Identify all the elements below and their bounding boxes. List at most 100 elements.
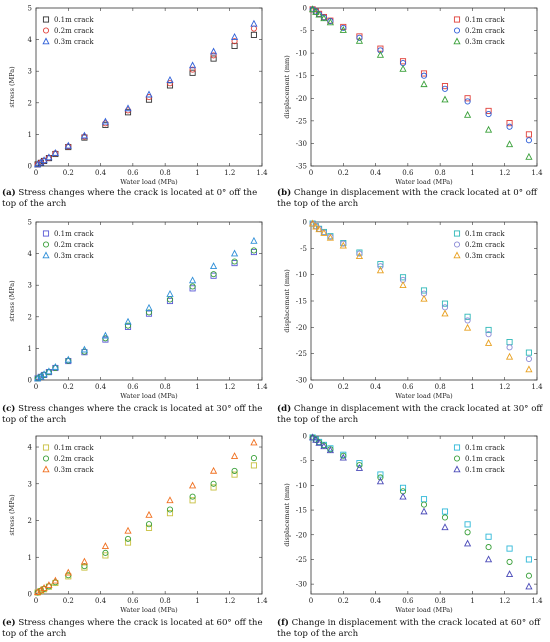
legend-label-1: 0.1m crack [465,16,505,24]
data-point-series-3 [101,542,110,550]
legend-marker-3 [453,37,461,45]
data-point-series-3 [505,570,514,578]
data-point-series-1 [464,313,471,320]
legend-label-3: 0.3m crack [465,252,505,260]
legend-label-1: 0.1m crack [54,16,94,24]
data-point-series-3 [355,252,364,260]
data-point-series-3 [37,586,45,594]
data-point-series-3 [420,294,428,302]
data-point-series-3 [209,262,218,270]
data-point-series-3 [312,222,320,230]
data-point-series-1 [124,539,132,546]
x-tick-label: 0.4 [95,597,107,605]
y-tick-label: -30 [296,377,307,385]
data-point-series-2 [464,317,471,324]
x-tick-label: 1 [195,169,199,177]
x-tick-label: 0.4 [370,597,382,605]
x-axis-label: Water load (MPa) [120,178,178,186]
data-point-series-1 [420,287,428,294]
data-point-series-1 [189,285,196,292]
y-tick-label: 3 [28,480,32,488]
y-tick-label: -25 [296,556,307,564]
data-point-series-1 [399,484,407,491]
x-tick-label: 0.4 [370,383,382,391]
y-tick-label: -10 [296,50,307,58]
data-point-series-1 [506,339,513,346]
y-tick-label: -15 [296,72,307,80]
data-point-series-3 [64,141,72,149]
data-point-series-1 [485,533,492,540]
chart-c: 0 0.2 0.4 0.6 0.8 1 1.2 1.4 0 1 2 3 4 5 Water load (MP… [8,219,268,401]
caption-d: (d) Change in displacement with the crac… [277,404,549,425]
data-point-series-2 [506,558,513,565]
x-tick-label: 0.2 [63,597,74,605]
data-point-series-3 [420,80,428,88]
data-point-series-2 [65,143,72,150]
legend-label-1: 0.1m crack [465,444,505,452]
chart-panel-d: 0 0.2 0.4 0.6 0.8 1 1.2 1.4 0 -5 -10 -15 -20 -25 -30 Wa… [275,214,550,428]
legend-marker-2 [453,241,461,248]
x-tick-label: 0.6 [402,383,414,391]
data-point-series-3 [315,10,323,18]
legend-label-2: 0.2m crack [465,241,505,249]
caption-b: (b) Change in displacement with the crac… [277,188,549,209]
legend-marker-2 [42,27,50,34]
x-tick-label: 0.6 [127,169,139,177]
data-point-series-2 [166,80,174,87]
data-point-series-3 [376,477,385,485]
legend-marker-1 [42,444,50,451]
y-tick-label: -10 [296,271,307,279]
x-tick-label: 0.2 [338,169,349,177]
data-point-series-3 [145,510,153,518]
data-point-series-3 [315,225,323,233]
caption-b-letter: (b) [277,188,292,198]
data-point-series-1 [102,552,109,559]
data-point-series-3 [399,281,407,288]
data-point-series-2 [525,572,532,579]
data-point-series-1 [250,462,257,469]
y-tick-label: -30 [296,581,307,589]
data-point-series-3 [51,576,59,584]
data-point-series-3 [320,14,328,22]
y-tick-label: 4 [28,444,33,452]
y-tick-label: -25 [296,350,307,358]
data-point-series-3 [45,153,53,161]
data-point-series-3 [441,309,449,317]
x-tick-label: 0.2 [63,169,74,177]
data-point-series-1 [124,109,132,116]
data-point-series-1 [210,55,217,62]
y-tick-label: 2 [28,313,32,321]
data-point-series-2 [340,240,347,247]
data-point-series-3 [355,464,364,471]
data-point-series-3 [463,110,472,118]
data-point-series-3 [315,438,323,446]
data-point-series-1 [420,496,428,503]
y-tick-label: -5 [300,245,307,253]
x-axis-label: Water load (MPa) [120,606,178,614]
y-tick-label: 0 [303,219,307,227]
data-point-series-2 [356,462,363,469]
y-tick-label: -20 [296,324,307,332]
caption-a-letter: (a) [2,188,16,198]
data-point-series-2 [124,535,132,542]
data-point-series-3 [230,249,239,257]
data-point-series-3 [339,241,347,249]
x-tick-label: 0.8 [160,169,171,177]
data-point-series-2 [377,47,384,54]
x-tick-label: 0.8 [435,383,446,391]
data-point-series-1 [420,70,428,77]
y-axis-label: displacement (mm) [283,483,291,547]
legend-label-2: 0.2m crack [465,27,505,35]
x-tick-label: 0.8 [435,169,446,177]
caption-c-letter: (c) [2,404,16,414]
x-tick-label: 1 [195,383,199,391]
data-point-series-1 [399,58,407,65]
data-point-series-3 [312,7,320,15]
data-point-series-3 [188,61,197,69]
data-point-series-2 [506,344,513,351]
legend-marker-2 [453,27,461,34]
x-tick-label: 0.2 [338,597,349,605]
data-point-series-2 [102,549,109,556]
x-tick-label: 1.2 [499,383,510,391]
data-point-series-2 [441,85,449,92]
